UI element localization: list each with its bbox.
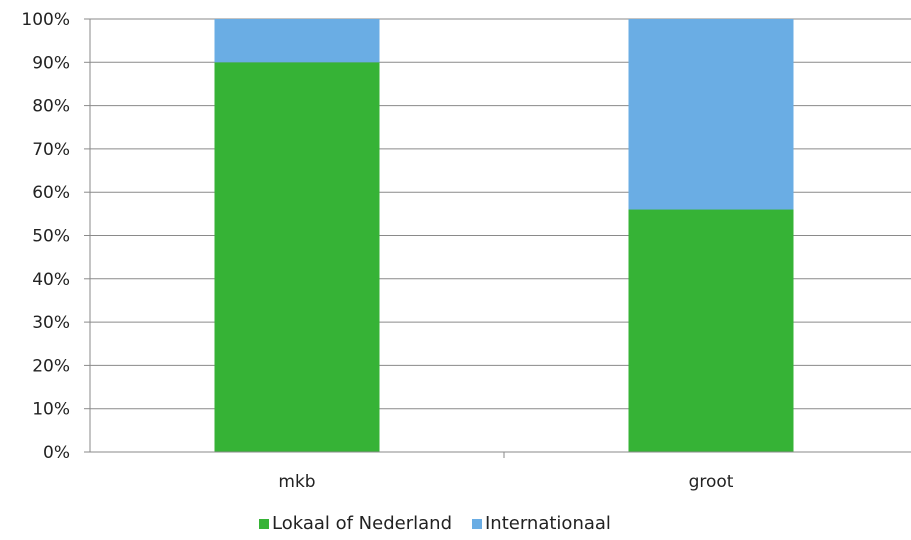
bar-segment xyxy=(214,19,380,63)
axes xyxy=(84,18,911,458)
y-tick-label: 70% xyxy=(32,140,70,160)
y-tick-label: 90% xyxy=(32,53,70,73)
legend-swatch xyxy=(472,519,482,529)
legend-label: Internationaal xyxy=(485,513,611,534)
legend-swatch xyxy=(259,519,269,529)
y-tick-label: 100% xyxy=(21,10,70,30)
y-tick-label: 10% xyxy=(32,400,70,420)
bars xyxy=(214,19,794,453)
y-tick-label: 80% xyxy=(32,97,70,117)
tick-labels: 0% 10% 20% 30% 40% 50% 60% 70% 80% 90% 100% mkb groo… xyxy=(21,10,733,492)
bar-segment xyxy=(628,19,794,210)
legend: Lokaal of Nederland Internationaal xyxy=(259,513,611,534)
bar-segment xyxy=(214,62,380,453)
y-tick-label: 50% xyxy=(32,227,70,247)
legend-label: Lokaal of Nederland xyxy=(272,513,452,534)
y-tick-label: 20% xyxy=(32,356,70,376)
y-tick-label: 40% xyxy=(32,270,70,290)
x-tick-label: groot xyxy=(689,472,734,492)
y-tick-label: 60% xyxy=(32,183,70,203)
x-tick-label: mkb xyxy=(278,472,315,492)
bar-segment xyxy=(628,209,794,452)
y-tick-label: 30% xyxy=(32,313,70,333)
y-tick-label: 0% xyxy=(43,443,70,463)
